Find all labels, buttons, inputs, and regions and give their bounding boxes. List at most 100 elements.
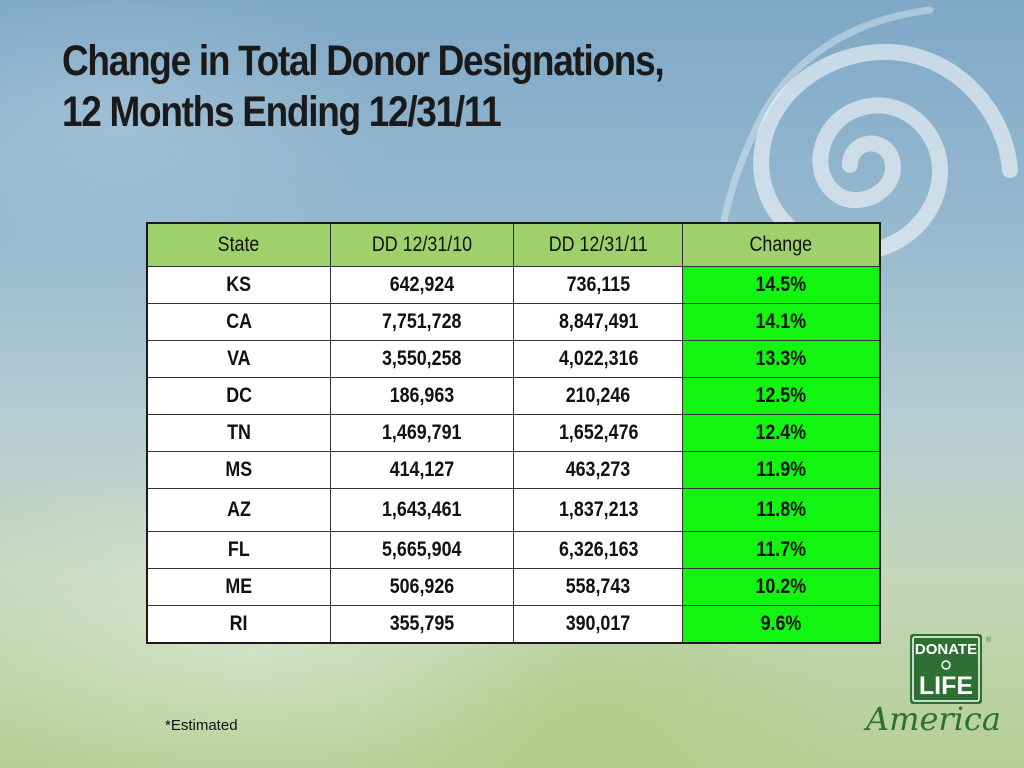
state-value: TN bbox=[227, 421, 251, 444]
header-dd-2010: DD 12/31/10 bbox=[329, 222, 515, 267]
change-value: 11.8% bbox=[756, 498, 806, 521]
state-value: RI bbox=[229, 612, 248, 635]
change-value: 12.5% bbox=[755, 384, 807, 407]
dd-2011-value: 6,326,163 bbox=[558, 538, 638, 561]
cell-state: ME bbox=[146, 568, 331, 606]
cell-dd-2010: 3,550,258 bbox=[329, 340, 515, 378]
cell-dd-2010: 414,127 bbox=[329, 451, 515, 489]
donate-life-america-logo: DONATE LIFE ® America bbox=[863, 634, 1001, 738]
cell-dd-2011: 558,743 bbox=[513, 568, 684, 606]
header-dd-2010-label: DD 12/31/10 bbox=[372, 233, 473, 256]
table-row: CA 7,751,728 8,847,491 14.1% bbox=[146, 303, 881, 341]
header-state-label: State bbox=[218, 233, 260, 256]
table-row: KS 642,924 736,115 14.5% bbox=[146, 266, 881, 304]
change-value: 11.7% bbox=[756, 538, 806, 561]
cell-state: DC bbox=[146, 377, 331, 415]
dd-2011-value: 8,847,491 bbox=[558, 310, 638, 333]
dd-2011-value: 463,273 bbox=[565, 458, 631, 481]
logo-registered-mark: ® bbox=[986, 636, 992, 644]
cell-dd-2011: 736,115 bbox=[513, 266, 684, 304]
cell-state: CA bbox=[146, 303, 331, 341]
table-row: ME 506,926 558,743 10.2% bbox=[146, 568, 881, 606]
header-dd-2011: DD 12/31/11 bbox=[513, 222, 684, 267]
dd-2011-value: 1,652,476 bbox=[558, 421, 638, 444]
state-value: AZ bbox=[227, 498, 251, 521]
cell-dd-2010: 642,924 bbox=[329, 266, 515, 304]
dd-2011-value: 558,743 bbox=[565, 575, 631, 598]
table-row: DC 186,963 210,246 12.5% bbox=[146, 377, 881, 415]
table-row: MS 414,127 463,273 11.9% bbox=[146, 451, 881, 489]
dd-2010-value: 414,127 bbox=[389, 458, 455, 481]
change-value: 9.6% bbox=[760, 612, 802, 635]
cell-dd-2010: 1,643,461 bbox=[329, 488, 515, 532]
dd-2011-value: 1,837,213 bbox=[558, 498, 638, 521]
table-row: VA 3,550,258 4,022,316 13.3% bbox=[146, 340, 881, 378]
logo-badge-border bbox=[912, 636, 980, 702]
cell-state: TN bbox=[146, 414, 331, 452]
cell-change: 12.4% bbox=[682, 414, 881, 452]
dd-2011-value: 736,115 bbox=[566, 273, 631, 296]
dd-2010-value: 355,795 bbox=[389, 612, 455, 635]
cell-state: AZ bbox=[146, 488, 331, 532]
logo-america-script: America bbox=[863, 700, 1001, 738]
logo-donate-text: DONATE bbox=[915, 641, 977, 658]
dd-2010-value: 186,963 bbox=[389, 384, 455, 407]
title-line-2: 12 Months Ending 12/31/11 bbox=[62, 88, 502, 136]
cell-dd-2011: 463,273 bbox=[513, 451, 684, 489]
logo-swirl-icon bbox=[941, 660, 951, 670]
table-row: FL 5,665,904 6,326,163 11.7% bbox=[146, 531, 881, 569]
dd-2010-value: 506,926 bbox=[389, 575, 455, 598]
cell-dd-2011: 210,246 bbox=[513, 377, 684, 415]
cell-dd-2011: 390,017 bbox=[513, 605, 684, 644]
cell-state: FL bbox=[146, 531, 331, 569]
dd-2011-value: 210,246 bbox=[565, 384, 631, 407]
change-value: 14.5% bbox=[755, 273, 807, 296]
dd-2011-value: 390,017 bbox=[565, 612, 631, 635]
change-value: 13.3% bbox=[755, 347, 807, 370]
slide-title: Change in Total Donor Designations, 12 M… bbox=[62, 36, 665, 138]
state-value: VA bbox=[227, 347, 251, 370]
logo-life-text: LIFE bbox=[919, 672, 973, 700]
cell-dd-2010: 506,926 bbox=[329, 568, 515, 606]
cell-change: 10.2% bbox=[682, 568, 881, 606]
state-value: KS bbox=[226, 273, 252, 296]
footnote: *Estimated bbox=[165, 717, 238, 734]
change-value: 11.9% bbox=[756, 458, 806, 481]
header-change-label: Change bbox=[749, 233, 813, 256]
change-value: 10.2% bbox=[755, 575, 807, 598]
cell-change: 14.5% bbox=[682, 266, 881, 304]
header-state: State bbox=[146, 222, 331, 267]
dd-2010-value: 642,924 bbox=[389, 273, 455, 296]
cell-dd-2011: 1,652,476 bbox=[513, 414, 684, 452]
cell-dd-2011: 1,837,213 bbox=[513, 488, 684, 532]
cell-state: VA bbox=[146, 340, 331, 378]
cell-change: 12.5% bbox=[682, 377, 881, 415]
cell-dd-2010: 186,963 bbox=[329, 377, 515, 415]
cell-change: 13.3% bbox=[682, 340, 881, 378]
cell-change: 11.8% bbox=[682, 488, 881, 532]
state-value: DC bbox=[226, 384, 252, 407]
table-header-row: State DD 12/31/10 DD 12/31/11 Change bbox=[146, 222, 881, 267]
cell-change: 11.7% bbox=[682, 531, 881, 569]
cell-dd-2011: 8,847,491 bbox=[513, 303, 684, 341]
cell-state: MS bbox=[146, 451, 331, 489]
table-row: RI 355,795 390,017 9.6% bbox=[146, 605, 881, 644]
cell-change: 9.6% bbox=[682, 605, 881, 644]
dd-2010-value: 1,643,461 bbox=[382, 498, 462, 521]
cell-dd-2011: 6,326,163 bbox=[513, 531, 684, 569]
cell-state: RI bbox=[146, 605, 331, 644]
cell-dd-2011: 4,022,316 bbox=[513, 340, 684, 378]
header-dd-2011-label: DD 12/31/11 bbox=[548, 233, 648, 256]
cell-change: 14.1% bbox=[682, 303, 881, 341]
dd-2010-value: 3,550,258 bbox=[382, 347, 462, 370]
designations-table: State DD 12/31/10 DD 12/31/11 Change KS … bbox=[146, 222, 881, 644]
cell-change: 11.9% bbox=[682, 451, 881, 489]
cell-dd-2010: 355,795 bbox=[329, 605, 515, 644]
header-change: Change bbox=[682, 222, 881, 267]
cell-dd-2010: 1,469,791 bbox=[329, 414, 515, 452]
title-line-1: Change in Total Donor Designations, bbox=[62, 37, 665, 85]
dd-2011-value: 4,022,316 bbox=[558, 347, 638, 370]
state-value: FL bbox=[228, 538, 250, 561]
change-value: 14.1% bbox=[755, 310, 807, 333]
change-value: 12.4% bbox=[755, 421, 807, 444]
